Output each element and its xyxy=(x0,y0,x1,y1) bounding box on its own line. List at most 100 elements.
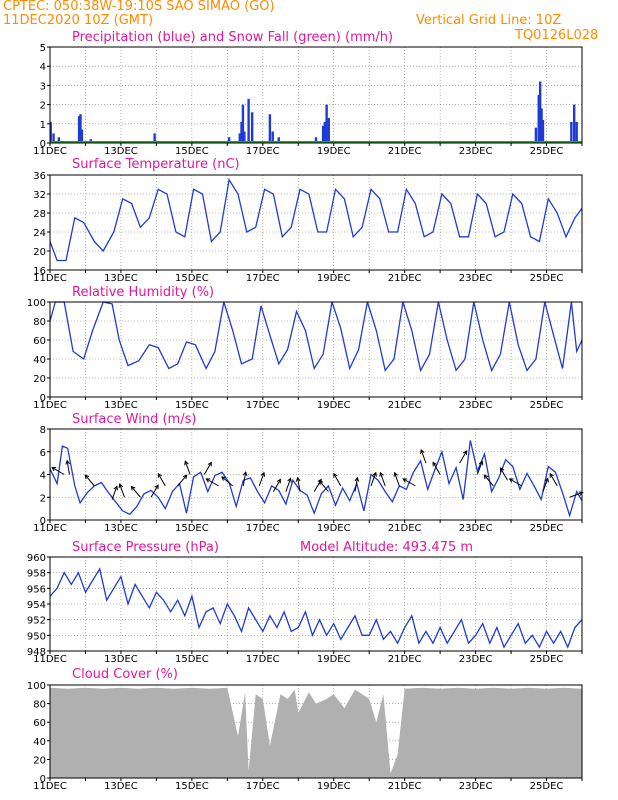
precip-bar xyxy=(277,137,280,143)
wind-arrow xyxy=(285,478,292,492)
x-tick-label: 19DEC xyxy=(317,400,351,411)
header-source-line: CPTEC: 050:38W-19:10S SAO SIMAO (GO) xyxy=(3,0,275,14)
x-tick-label: 11DEC xyxy=(33,400,67,411)
wind-arrow xyxy=(379,472,386,487)
x-tick-label: 25DEC xyxy=(530,146,564,157)
x-tick-label: 13DEC xyxy=(104,400,138,411)
wind-arrow-head xyxy=(221,476,226,481)
y-tick-label: 40 xyxy=(33,355,46,366)
x-tick-label: 17DEC xyxy=(246,523,280,534)
wind-arrow xyxy=(333,473,342,487)
x-tick-label: 25DEC xyxy=(530,400,564,411)
x-tick-label: 21DEC xyxy=(388,146,422,157)
series-line xyxy=(49,178,583,262)
x-tick-label: 19DEC xyxy=(317,654,351,665)
panel-frame xyxy=(49,46,583,144)
y-tick-label: 0 xyxy=(40,516,46,527)
y-tick-label: 32 xyxy=(33,190,46,201)
wind-arrow xyxy=(319,480,329,492)
y-tick-label: 20 xyxy=(33,755,46,766)
y-tick-label: 80 xyxy=(33,317,46,328)
precip-bar xyxy=(80,129,84,143)
wind-arrow xyxy=(111,486,118,500)
y-tick-label: 0 xyxy=(40,774,46,785)
wind-arrow xyxy=(420,449,427,464)
x-tick-label: 21DEC xyxy=(388,400,422,411)
panel-title: Surface Temperature (nC) xyxy=(72,157,240,172)
panel-title: Relative Humidity (%) xyxy=(72,285,214,300)
precip-bar xyxy=(268,114,272,143)
wind-arrow-head xyxy=(51,466,57,472)
y-tick-label: 950 xyxy=(27,631,46,642)
panel-3: 0 20 40 60 80 100 11DEC 13DEC 15DEC 17DEC 19DEC 21D… xyxy=(27,285,583,411)
wind-arrow-head xyxy=(205,478,211,483)
wind-arrow-head xyxy=(372,471,377,477)
wind-arrow-head xyxy=(118,483,124,489)
wind-arrow xyxy=(297,477,301,492)
x-tick-label: 23DEC xyxy=(459,273,493,284)
x-tick-label: 21DEC xyxy=(388,273,422,284)
wind-arrow xyxy=(221,476,233,487)
wind-arrow xyxy=(402,478,416,487)
wind-arrow-head xyxy=(432,461,437,467)
precip-bar xyxy=(540,108,543,143)
x-tick-label: 15DEC xyxy=(175,273,209,284)
wind-arrow xyxy=(483,474,494,487)
cloud-cover-area xyxy=(50,687,582,778)
x-tick-label: 17DEC xyxy=(246,781,280,792)
panel-frame xyxy=(49,556,583,652)
precip-bar xyxy=(250,112,254,143)
panel-frame xyxy=(49,684,583,779)
y-tick-label: 60 xyxy=(33,336,46,347)
wind-arrow-head xyxy=(354,476,360,482)
x-tick-label: 23DEC xyxy=(459,523,493,534)
wind-arrow-head xyxy=(478,460,484,466)
wind-arrow xyxy=(131,486,141,498)
precip-bar xyxy=(77,116,81,143)
precip-bar xyxy=(52,133,55,143)
x-tick-label: 23DEC xyxy=(459,400,493,411)
y-tick-label: 4 xyxy=(40,62,46,73)
x-tick-label: 11DEC xyxy=(33,146,67,157)
wind-arrow xyxy=(459,450,468,464)
x-tick-label: 17DEC xyxy=(246,273,280,284)
panel-title: Surface Pressure (hPa) xyxy=(72,540,219,555)
wind-arrow-head xyxy=(318,479,324,485)
x-tick-label: 13DEC xyxy=(104,273,138,284)
x-tick-label: 13DEC xyxy=(104,523,138,534)
precip-bar xyxy=(327,118,330,143)
panel-frame xyxy=(49,428,583,521)
wind-arrow xyxy=(509,478,522,487)
y-tick-label: 24 xyxy=(33,228,46,239)
y-tick-label: 20 xyxy=(33,247,46,258)
wind-arrow-head xyxy=(113,485,118,491)
wind-arrow xyxy=(66,460,70,475)
wind-arrow-head xyxy=(276,478,281,484)
wind-arrow xyxy=(203,462,212,475)
series-line xyxy=(49,440,583,518)
wind-arrow-head xyxy=(333,472,338,478)
panel-6: 0 20 40 60 80 100 11DEC 13DEC 15DEC 17DEC 19DEC 21D… xyxy=(27,667,583,792)
precip-bar xyxy=(79,114,82,143)
x-tick-label: 19DEC xyxy=(317,146,351,157)
x-tick-label: 13DEC xyxy=(104,781,138,792)
x-tick-label: 15DEC xyxy=(175,781,209,792)
precip-bar xyxy=(153,133,156,143)
wind-arrow-head xyxy=(578,491,584,496)
y-tick-label: 2 xyxy=(40,493,46,504)
wind-arrow-head xyxy=(420,449,425,454)
x-tick-label: 11DEC xyxy=(33,781,67,792)
precip-bar xyxy=(537,95,540,143)
wind-arrow xyxy=(242,472,247,486)
precip-bar xyxy=(247,98,250,143)
x-tick-label: 17DEC xyxy=(246,146,280,157)
wind-arrow xyxy=(370,472,377,487)
x-tick-label: 15DEC xyxy=(175,400,209,411)
wind-arrow-head xyxy=(157,472,162,478)
wind-arrow-head xyxy=(483,474,489,480)
wind-arrow-head xyxy=(260,471,266,477)
wind-arrow xyxy=(394,472,400,487)
y-tick-label: 60 xyxy=(33,718,46,729)
x-tick-label: 25DEC xyxy=(530,654,564,665)
panel-frame xyxy=(49,301,583,398)
